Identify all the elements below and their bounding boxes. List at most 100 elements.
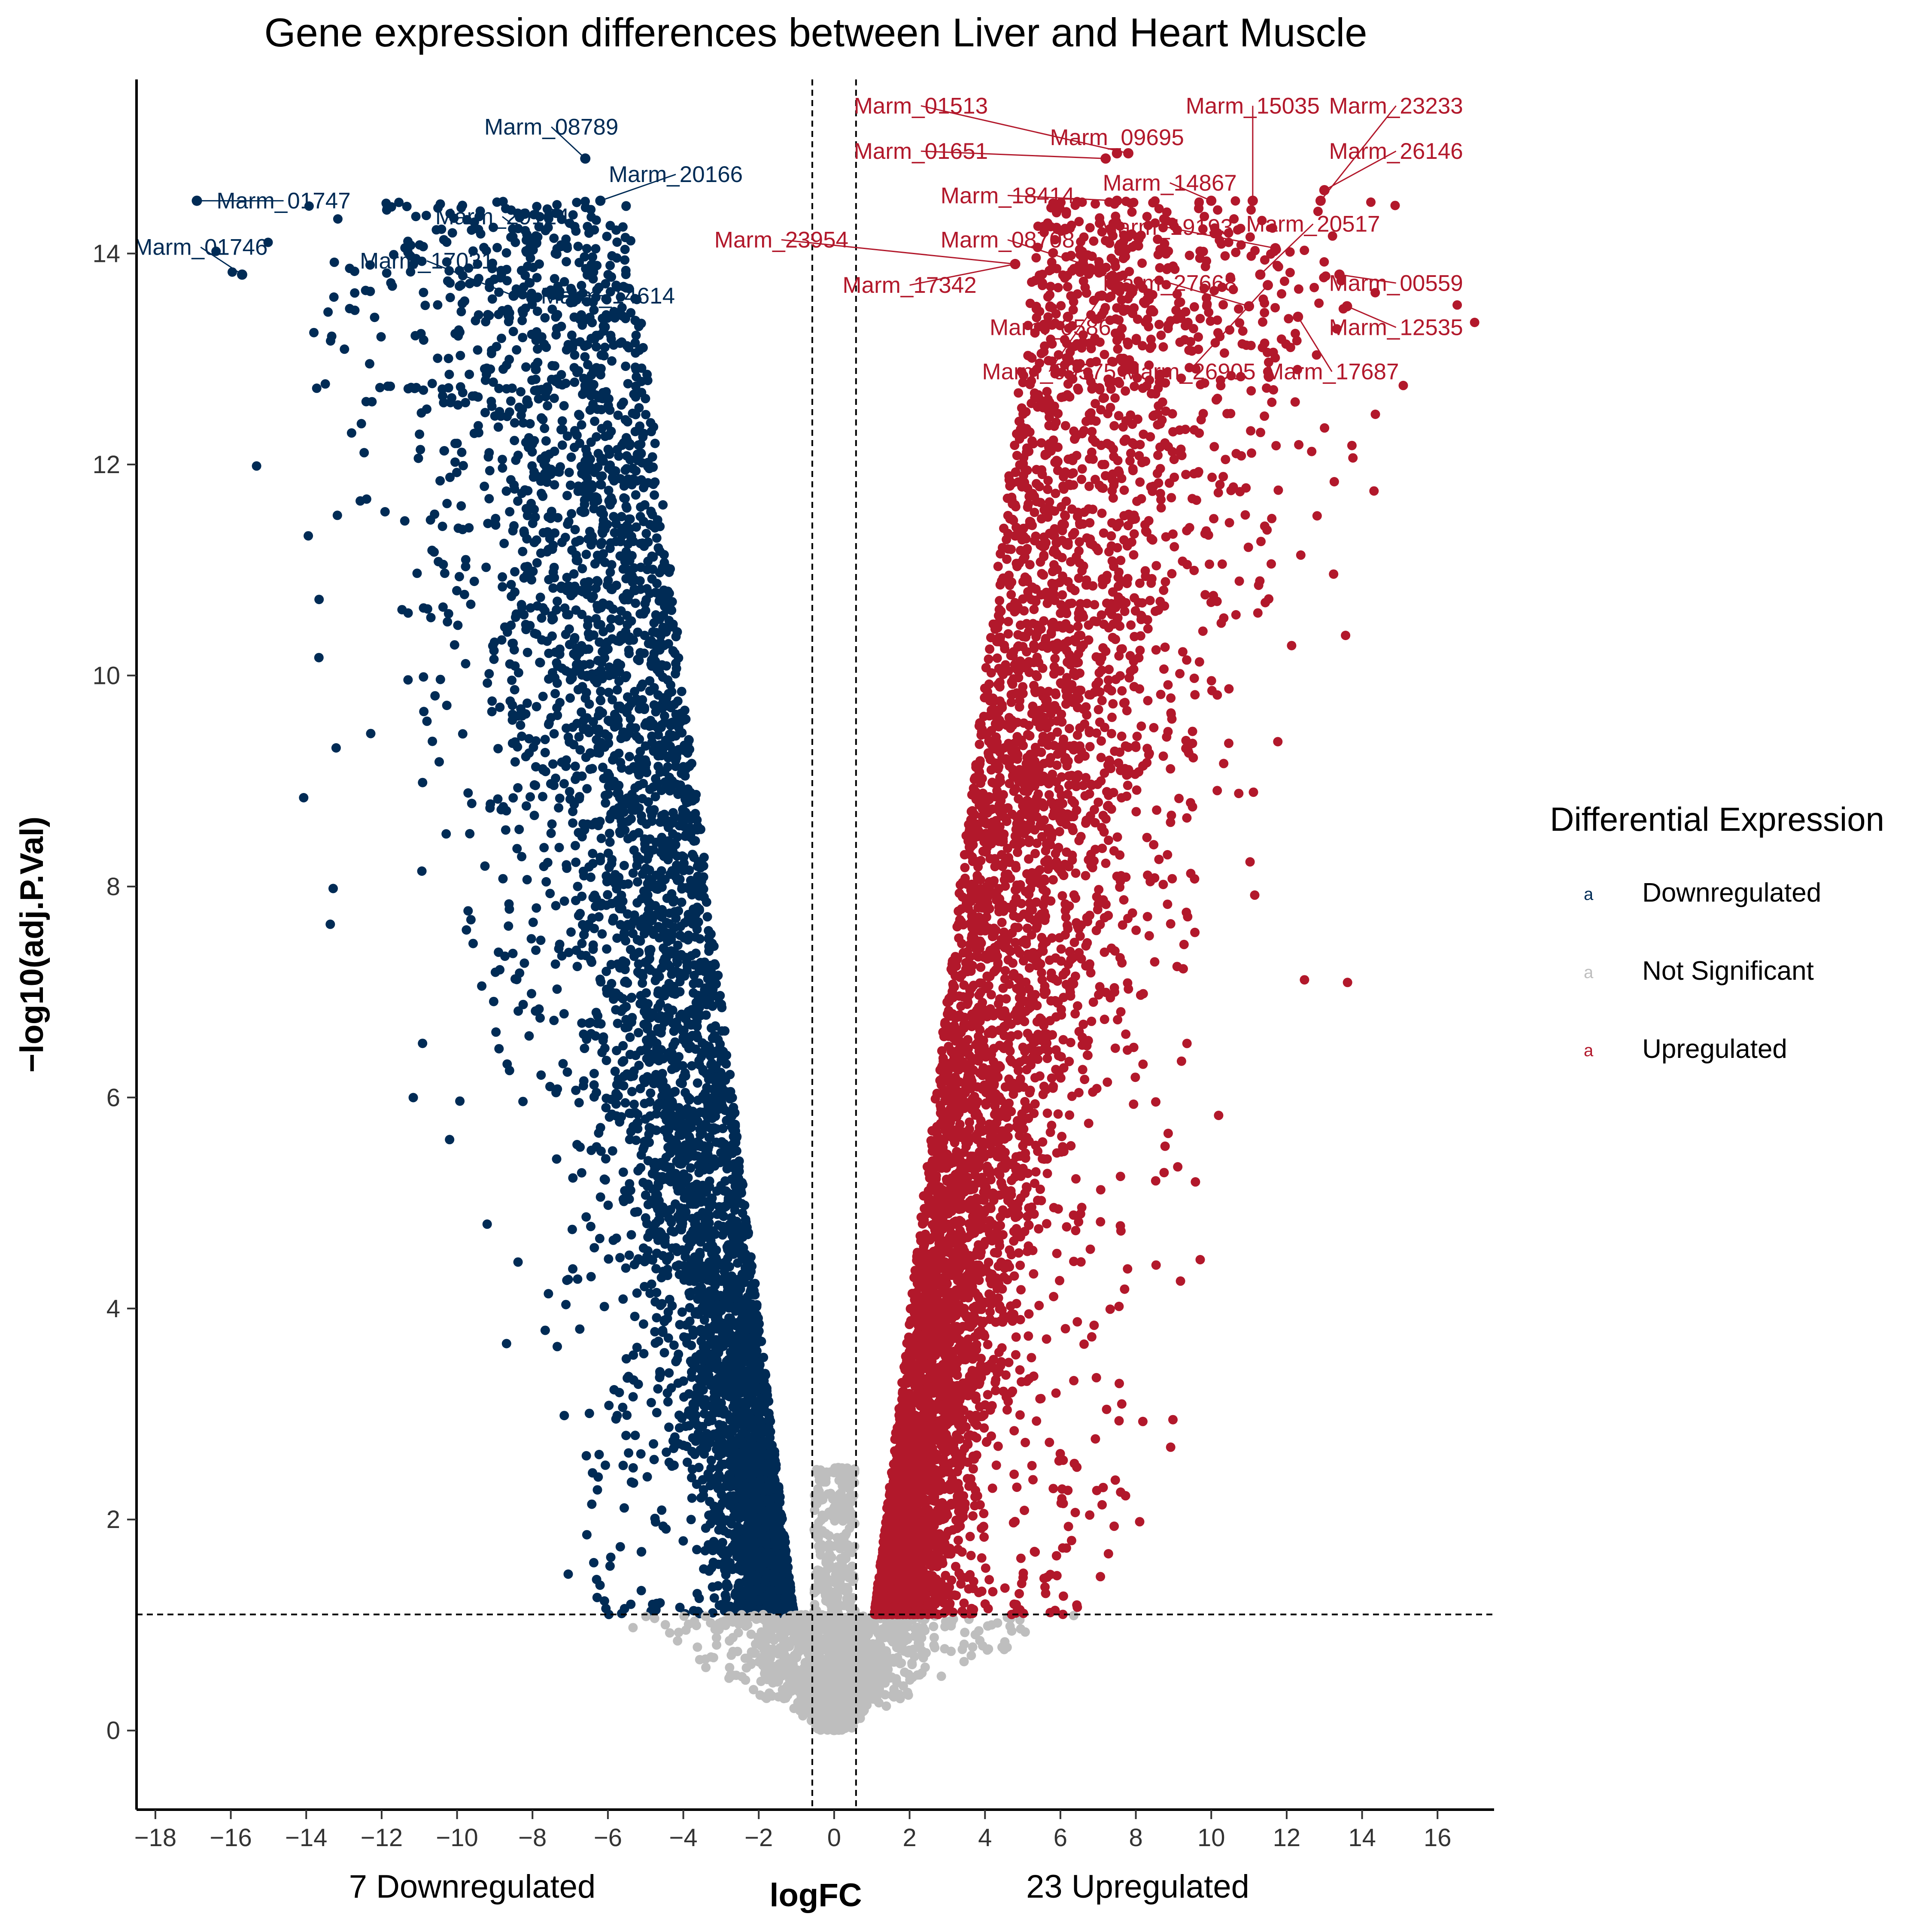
gene-point bbox=[332, 510, 342, 520]
gene-point bbox=[361, 494, 371, 504]
gene-point bbox=[633, 1166, 643, 1176]
gene-point bbox=[626, 1230, 636, 1240]
gene-point bbox=[641, 1190, 650, 1200]
gene-point bbox=[419, 385, 428, 395]
gene-point bbox=[485, 466, 495, 476]
gene-point bbox=[632, 694, 641, 704]
gene-point bbox=[684, 735, 694, 745]
gene-point bbox=[548, 583, 558, 593]
gene-point bbox=[615, 338, 625, 348]
gene-point bbox=[526, 934, 536, 944]
gene-point bbox=[659, 1315, 669, 1325]
gene-point bbox=[589, 923, 599, 933]
gene-point bbox=[603, 401, 613, 410]
gene-point bbox=[552, 1154, 562, 1164]
gene-point bbox=[554, 467, 564, 477]
gene-point bbox=[685, 827, 695, 837]
gene-point bbox=[645, 1049, 655, 1059]
gene-point bbox=[726, 1122, 736, 1131]
gene-point bbox=[649, 746, 659, 756]
gene-point bbox=[578, 1081, 588, 1091]
gene-point bbox=[466, 599, 476, 609]
gene-point bbox=[454, 572, 464, 582]
gene-point bbox=[734, 1578, 744, 1588]
gene-point bbox=[631, 490, 641, 500]
gene-point bbox=[618, 1294, 628, 1304]
gene-point bbox=[506, 475, 516, 485]
gene-point bbox=[626, 798, 635, 808]
gene-point bbox=[555, 698, 565, 708]
gene-point bbox=[480, 364, 489, 374]
gene-point bbox=[677, 687, 687, 696]
gene-point bbox=[521, 362, 531, 372]
gene-point bbox=[672, 955, 682, 965]
gene-point bbox=[580, 1043, 589, 1053]
gene-point bbox=[670, 923, 680, 933]
gene-point bbox=[430, 509, 440, 519]
gene-point bbox=[632, 1118, 642, 1128]
gene-point bbox=[513, 1006, 523, 1016]
gene-point bbox=[653, 1235, 663, 1245]
gene-point bbox=[442, 498, 452, 508]
gene-point bbox=[535, 259, 544, 269]
gene-point bbox=[361, 286, 371, 295]
gene-point bbox=[671, 1261, 681, 1271]
gene-point bbox=[532, 903, 541, 913]
gene-point bbox=[650, 792, 660, 802]
gene-point bbox=[623, 379, 633, 389]
gene-point bbox=[572, 1140, 582, 1149]
gene-point bbox=[480, 861, 490, 871]
gene-point bbox=[650, 882, 659, 892]
gene-point bbox=[641, 606, 650, 616]
gene-point bbox=[614, 1074, 623, 1084]
gene-point bbox=[469, 577, 479, 586]
gene-point bbox=[624, 649, 634, 659]
gene-point bbox=[671, 753, 681, 762]
gene-point bbox=[731, 1229, 741, 1239]
gene-point bbox=[577, 891, 587, 901]
gene-point bbox=[578, 389, 588, 399]
gene-point bbox=[746, 1252, 756, 1262]
gene-point bbox=[605, 500, 615, 510]
gene-point bbox=[329, 292, 339, 302]
gene-point bbox=[636, 811, 646, 821]
gene-point bbox=[631, 466, 641, 476]
gene-point bbox=[707, 1193, 717, 1203]
gene-point bbox=[633, 877, 642, 887]
gene-point bbox=[654, 1014, 663, 1023]
gene-point bbox=[535, 658, 545, 668]
gene-point bbox=[592, 1485, 602, 1495]
gene-point bbox=[519, 958, 529, 968]
gene-point bbox=[718, 1124, 728, 1133]
gene-point bbox=[612, 1411, 622, 1421]
gene-point bbox=[591, 583, 601, 593]
gene-point bbox=[480, 481, 489, 491]
gene-point bbox=[309, 328, 319, 337]
gene-point bbox=[581, 753, 591, 762]
gene-point bbox=[650, 490, 659, 500]
gene-point bbox=[539, 459, 549, 469]
gene-point bbox=[568, 722, 577, 732]
gene-point bbox=[641, 529, 651, 538]
gene-point bbox=[536, 1070, 546, 1080]
gene-point bbox=[447, 228, 457, 238]
gene-point bbox=[314, 595, 324, 605]
gene-point bbox=[629, 951, 639, 961]
gene-point bbox=[721, 1546, 731, 1556]
gene-point bbox=[598, 523, 608, 533]
gene-point bbox=[699, 1443, 709, 1453]
gene-point bbox=[653, 1384, 663, 1394]
gene-point bbox=[603, 575, 613, 585]
gene-point bbox=[720, 1590, 730, 1600]
gene-point bbox=[605, 662, 614, 672]
gene-point bbox=[494, 1044, 504, 1054]
gene-point bbox=[665, 816, 675, 826]
gene-point bbox=[435, 674, 445, 684]
gene-point bbox=[418, 1039, 428, 1048]
gene-point bbox=[568, 210, 578, 220]
gene-point bbox=[621, 201, 631, 211]
gene-point bbox=[621, 270, 631, 279]
gene-point bbox=[477, 981, 487, 991]
gene-point bbox=[600, 1043, 610, 1053]
gene-point bbox=[577, 939, 587, 948]
